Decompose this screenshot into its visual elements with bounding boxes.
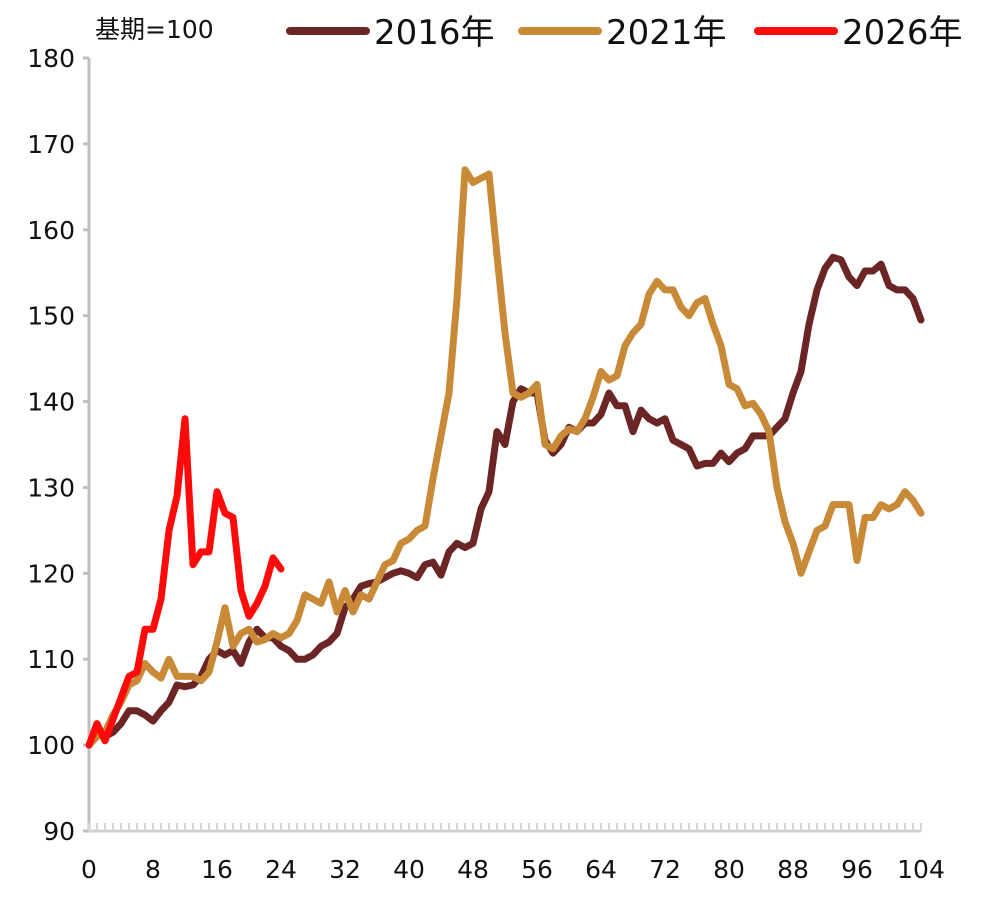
series-layer [85,166,925,749]
legend-label-1: 2016年 [374,13,495,53]
series-line-3 [85,415,285,749]
x-tick-label: 80 [713,855,745,884]
base-period-note: 基期=100 [95,15,214,44]
y-tick-label: 170 [27,130,75,159]
y-tick-label: 100 [27,731,75,760]
x-tick-label: 16 [201,855,233,884]
x-tick-label: 0 [81,855,97,884]
y-tick-label: 120 [27,559,75,588]
x-tick-label: 72 [649,855,681,884]
y-tick-label: 160 [27,216,75,245]
axes: 90 100 110 120 130 140 150 160 170 180 0 8 16 24 32 40 4… [27,44,945,884]
x-tick-label: 88 [777,855,809,884]
x-tick-label: 8 [145,855,161,884]
y-tick-label: 130 [27,473,75,502]
legend-label-2: 2021年 [606,13,727,53]
x-tick-label: 40 [393,855,425,884]
y-tick-label: 90 [43,817,75,846]
series-line-2 [85,166,925,749]
legend-label-3: 2026年 [842,13,963,53]
y-tick-label: 180 [27,44,75,73]
legend: 2016年 2021年 2026年 [286,13,963,53]
series-line-1 [85,253,925,749]
y-tick-label: 150 [27,302,75,331]
y-tick-label: 140 [27,388,75,417]
x-tick-label: 48 [457,855,489,884]
x-tick-label: 56 [521,855,553,884]
x-tick-label: 32 [329,855,361,884]
x-tick-label: 104 [897,855,945,884]
y-tick-label: 110 [27,645,75,674]
x-tick-label: 64 [585,855,617,884]
x-tick-label: 96 [841,855,873,884]
x-tick-label: 24 [265,855,297,884]
